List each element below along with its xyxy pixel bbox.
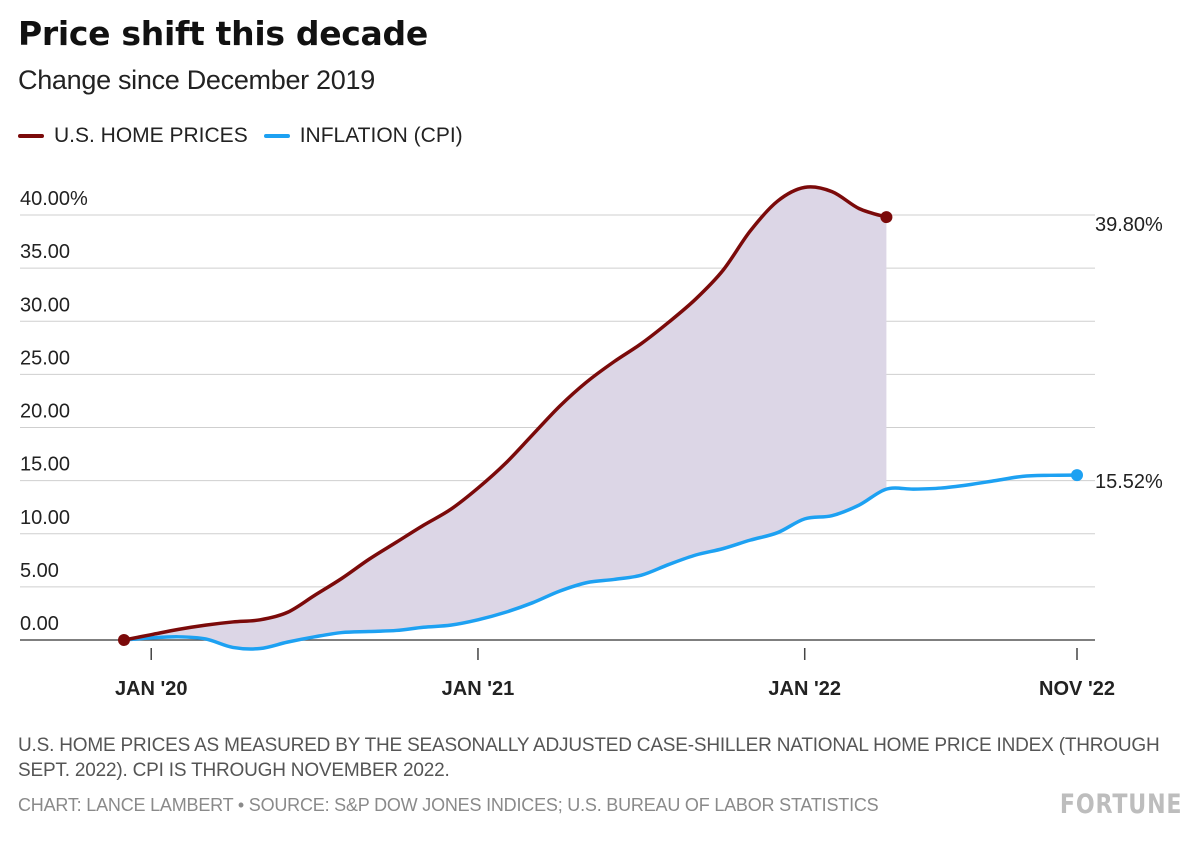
end-point-home-prices (880, 211, 893, 224)
y-tick-label: 40.00% (20, 188, 88, 210)
y-tick-label: 10.00 (20, 507, 70, 529)
y-tick-label: 25.00 (20, 347, 70, 369)
chart-credit: CHART: LANCE LAMBERT • SOURCE: S&P DOW J… (18, 795, 879, 815)
legend-swatch-inflation (263, 134, 290, 138)
legend-swatch-home-prices (18, 134, 44, 138)
x-tick-label: JAN '20 (115, 678, 188, 700)
x-tick-label: JAN '21 (442, 678, 515, 700)
series-line-inflation (123, 473, 1078, 651)
x-tick-label: NOV '22 (1039, 678, 1115, 700)
y-tick-label: 0.00 (20, 613, 59, 635)
y-tick-label: 15.00 (20, 454, 70, 476)
chart-note: U.S. HOME PRICES AS MEASURED BY THE SEAS… (18, 735, 1160, 781)
legend-item-inflation: INFLATION (CPI) (263, 124, 463, 148)
legend-item-home-prices: U.S. HOME PRICES (18, 124, 248, 148)
legend: U.S. HOME PRICES INFLATION (CPI) (18, 124, 479, 148)
chart-subtitle: Change since December 2019 (18, 65, 375, 95)
y-tick-label: 35.00 (20, 241, 70, 263)
end-label-home-prices: 39.80% (1095, 214, 1163, 236)
y-tick-label: 5.00 (20, 560, 59, 582)
area-fill-between (124, 186, 887, 649)
fortune-logo: FORTUNE (1059, 789, 1182, 820)
end-label-inflation: 15.52% (1095, 471, 1163, 493)
line-chart: 0.00 5.00 10.00 15.00 20.00 25.00 30.00 35.00 40… (20, 185, 1163, 700)
legend-label-inflation: INFLATION (CPI) (299, 124, 463, 147)
legend-label-home-prices: U.S. HOME PRICES (54, 124, 248, 147)
chart-title: Price shift this decade (18, 14, 428, 53)
y-tick-label: 20.00 (20, 401, 70, 423)
end-point-inflation (1071, 469, 1083, 482)
y-tick-label: 30.00 (20, 294, 70, 316)
x-tick-label: JAN '22 (768, 678, 841, 700)
series-line-home-prices (123, 185, 887, 642)
start-point (118, 634, 130, 646)
